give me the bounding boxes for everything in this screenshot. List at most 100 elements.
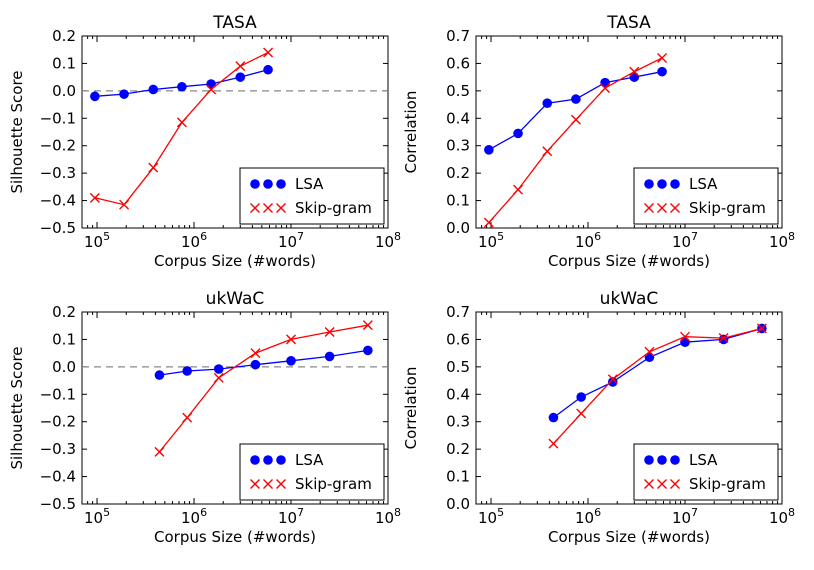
x-tick-base: 10 (478, 233, 497, 251)
data-point (576, 392, 586, 402)
legend-marker (276, 479, 286, 489)
x-tick-exponent: 7 (691, 230, 698, 243)
x-tick-base: 10 (84, 233, 103, 251)
y-tick-label: 0.0 (446, 495, 470, 513)
x-tick-exponent: 5 (497, 230, 504, 243)
y-tick-label: 0.5 (446, 82, 470, 100)
data-point (154, 370, 165, 380)
chart-title: ukWaC (206, 289, 265, 309)
data-point (250, 359, 261, 370)
legend-marker (644, 179, 654, 189)
legend: LSA Skip-gram (633, 167, 779, 225)
data-point (119, 199, 130, 210)
x-axis-label: Corpus Size (#words) (154, 528, 316, 546)
x-tick-base: 10 (575, 509, 594, 527)
x-tick-base: 10 (375, 233, 394, 251)
x-tick-label: 107 (278, 230, 304, 251)
x-tick-exponent: 8 (394, 506, 401, 519)
y-axis-label: Silhouette Score (8, 346, 26, 469)
legend-marker (644, 455, 654, 465)
data-point (182, 366, 192, 376)
chart-title: ukWaC (600, 289, 659, 309)
data-point (90, 91, 100, 102)
y-axis-label: Correlation (402, 91, 420, 174)
y-tick-label: 0.6 (446, 54, 470, 72)
x-tick-exponent: 7 (297, 506, 304, 519)
x-tick-base: 10 (278, 233, 297, 251)
data-point (542, 98, 553, 108)
legend-marker (276, 455, 286, 465)
chart-panel-2: TASA Corpus Size (#words) Correlation 0.0 0.… (402, 13, 795, 270)
legend: LSA Skip-gram (239, 167, 385, 225)
y-tick-label: 0.1 (446, 468, 470, 486)
x-tick-exponent: 8 (788, 230, 795, 243)
y-tick-label: 0.6 (446, 330, 470, 348)
x-tick-base: 10 (181, 233, 200, 251)
x-tick-base: 10 (769, 233, 788, 251)
data-point (286, 356, 296, 366)
data-point (362, 320, 373, 331)
y-tick-label: 0.5 (446, 358, 470, 376)
legend-marker (263, 179, 273, 189)
x-axis-label: Corpus Size (#words) (548, 252, 710, 270)
data-point (600, 83, 611, 94)
legend-marker (263, 479, 273, 489)
y-tick-label: 0.0 (52, 358, 76, 376)
data-point (213, 364, 224, 374)
x-tick-base: 10 (181, 509, 200, 527)
x-tick-label: 106 (575, 506, 601, 527)
legend-marker (644, 203, 654, 213)
y-tick-label: 0.4 (446, 385, 470, 403)
x-tick-exponent: 5 (103, 506, 110, 519)
y-tick-label: 0.0 (52, 82, 76, 100)
legend: LSA Skip-gram (633, 443, 779, 501)
x-tick-label: 105 (478, 230, 504, 251)
x-tick-label: 105 (478, 506, 504, 527)
legend-marker (276, 203, 286, 213)
legend-marker (250, 203, 260, 213)
legend: LSA Skip-gram (239, 443, 385, 501)
y-tick-label: 0.1 (446, 192, 470, 210)
y-axis-label: Correlation (402, 367, 420, 450)
x-tick-label: 106 (181, 506, 207, 527)
y-tick-label: 0.2 (446, 440, 470, 458)
data-point (182, 412, 193, 423)
x-tick-base: 10 (478, 509, 497, 527)
y-tick-label: 0.7 (446, 303, 470, 321)
legend-marker (657, 455, 667, 465)
legend-label: Skip-gram (295, 475, 372, 493)
x-tick-exponent: 7 (691, 506, 698, 519)
x-tick-label: 108 (769, 506, 795, 527)
data-point (607, 377, 618, 387)
data-point (680, 331, 691, 342)
data-point (177, 81, 187, 92)
data-point (513, 184, 524, 195)
data-point (176, 117, 187, 128)
chart-panel-3: ukWaC Corpus Size (#words) Silhouette Scor… (8, 289, 401, 546)
x-tick-label: 108 (375, 506, 401, 527)
data-point (657, 66, 667, 77)
x-tick-exponent: 6 (594, 230, 601, 243)
x-tick-label: 105 (84, 506, 110, 527)
data-point (235, 72, 246, 82)
y-tick-label: −0.5 (40, 219, 76, 237)
x-tick-label: 106 (181, 230, 207, 251)
data-point (756, 323, 767, 334)
legend-label: LSA (689, 451, 718, 469)
legend-marker (250, 455, 260, 465)
x-tick-base: 10 (672, 233, 691, 251)
x-tick-label: 107 (672, 230, 698, 251)
data-point (286, 334, 297, 345)
data-point (571, 94, 581, 104)
data-point (250, 348, 261, 359)
x-tick-base: 10 (278, 509, 297, 527)
legend-box (633, 443, 779, 501)
legend-box (633, 167, 779, 225)
y-tick-label: 0.4 (446, 109, 470, 127)
data-point (484, 145, 494, 155)
data-point (513, 128, 523, 139)
x-tick-exponent: 6 (200, 230, 207, 243)
data-point (548, 438, 559, 449)
x-tick-base: 10 (672, 509, 691, 527)
